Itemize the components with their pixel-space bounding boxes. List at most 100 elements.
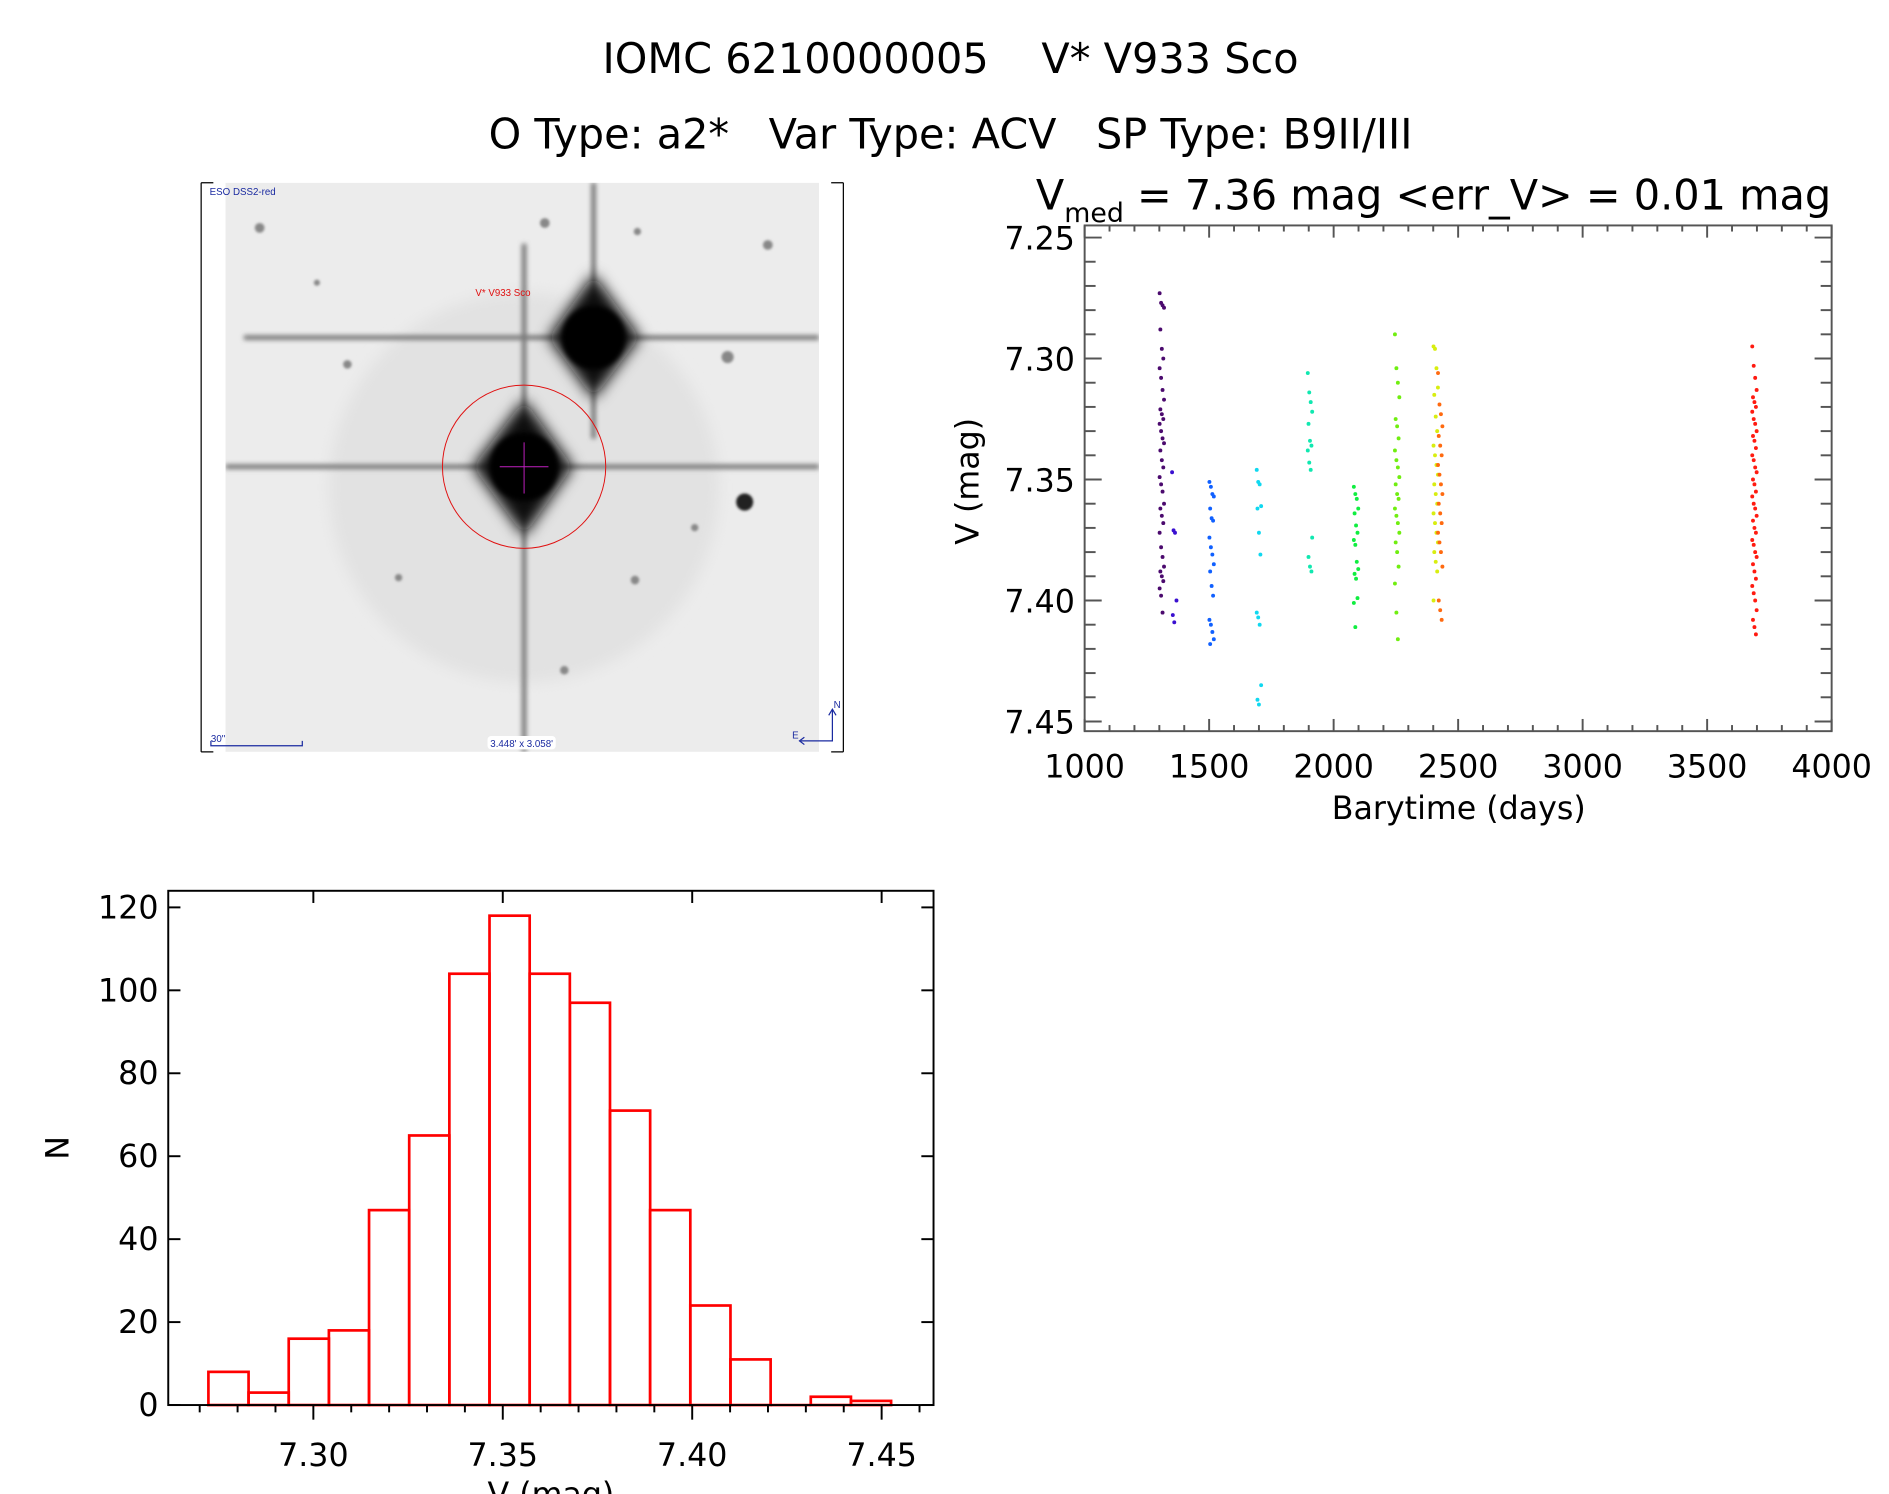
data-point: [1753, 446, 1758, 451]
y-tick-label: 60: [118, 1139, 158, 1175]
data-point: [1161, 579, 1166, 584]
data-point: [1162, 501, 1166, 506]
data-point: [1397, 395, 1402, 400]
data-point: [1305, 371, 1310, 375]
data-point: [1432, 550, 1437, 555]
light-curve-points: [1157, 291, 1759, 707]
y-tick-label: 100: [98, 973, 158, 1009]
data-point: [1172, 620, 1177, 625]
data-point: [1434, 366, 1439, 371]
data-point: [1159, 458, 1164, 463]
data-point: [1393, 540, 1398, 545]
data-point: [1257, 622, 1262, 627]
data-point: [1753, 506, 1758, 511]
histogram-frame: [167, 889, 935, 1407]
title-subscript: med: [1064, 198, 1124, 229]
data-point: [1751, 501, 1756, 506]
data-point: [1157, 586, 1162, 591]
data-point: [1159, 513, 1164, 518]
data-point: [1751, 591, 1756, 596]
data-point: [1157, 291, 1162, 296]
data-point: [1436, 598, 1441, 603]
data-point: [1752, 525, 1757, 530]
data-point: [1159, 346, 1164, 351]
data-point: [1210, 552, 1215, 557]
data-point: [1208, 545, 1213, 550]
data-point: [1397, 530, 1402, 535]
data-point: [1753, 421, 1758, 426]
data-point: [1752, 400, 1757, 405]
compass-icon: [798, 708, 837, 746]
light-curve-chart: Vmed = 7.36 mag <err_V> = 0.01 mag 1000 1…: [951, 172, 1872, 827]
data-point: [1158, 448, 1163, 453]
x-tick-label: 7.40: [657, 1438, 728, 1474]
data-point: [1208, 622, 1213, 627]
data-point: [1438, 511, 1443, 516]
data-point: [1440, 564, 1445, 569]
data-point: [1754, 554, 1759, 559]
data-point: [1208, 484, 1213, 489]
data-point: [1211, 593, 1216, 598]
light-curve-xlabel: Barytime (days): [1332, 791, 1586, 827]
data-point: [1306, 421, 1311, 426]
data-point: [1752, 438, 1757, 443]
data-point: [1309, 443, 1314, 448]
data-point: [1259, 504, 1264, 509]
data-point: [1394, 513, 1399, 518]
data-point: [1310, 409, 1315, 414]
histogram-ylabel: N: [40, 1136, 76, 1160]
data-point: [1431, 511, 1436, 516]
data-point: [1174, 598, 1179, 603]
data-point: [1750, 453, 1755, 458]
data-point: [1751, 458, 1756, 463]
data-point: [1437, 402, 1442, 407]
data-point: [1392, 448, 1397, 453]
data-point: [1211, 518, 1216, 523]
data-point: [1157, 366, 1162, 371]
data-point: [1157, 530, 1162, 535]
data-point: [1395, 521, 1400, 526]
x-tick-label: 2500: [1418, 749, 1499, 785]
data-point: [1439, 617, 1444, 622]
data-point: [1751, 518, 1755, 523]
data-point: [1355, 530, 1360, 535]
data-point: [1255, 506, 1260, 511]
data-point: [1754, 429, 1759, 434]
data-point: [1158, 506, 1163, 511]
data-point: [1351, 484, 1356, 489]
data-point: [1159, 429, 1164, 434]
data-point: [1208, 569, 1213, 574]
data-point: [1392, 581, 1397, 586]
data-point: [1393, 482, 1398, 487]
data-point: [1433, 492, 1438, 496]
data-point: [1751, 434, 1755, 438]
histogram-bar: [729, 1358, 772, 1407]
data-point: [1753, 550, 1758, 555]
data-point: [1432, 392, 1437, 397]
data-point: [1751, 542, 1756, 547]
data-point: [1438, 608, 1443, 613]
target-label: V* V933 Sco: [475, 288, 530, 299]
crosshair-icon: [499, 442, 549, 494]
data-point: [1754, 513, 1759, 518]
histogram-bar: [327, 1329, 371, 1407]
x-tick-label: 2000: [1293, 749, 1374, 785]
data-point: [1160, 436, 1165, 441]
data-point: [1356, 506, 1361, 511]
data-point: [1208, 506, 1213, 511]
data-point: [1305, 448, 1310, 453]
data-point: [1162, 305, 1166, 310]
data-point: [1431, 598, 1436, 603]
data-point: [1353, 492, 1358, 496]
data-point: [1395, 492, 1400, 496]
data-point: [1353, 542, 1358, 547]
histogram-bar: [407, 1134, 451, 1407]
y-tick-label: 120: [98, 890, 158, 926]
data-point: [1439, 521, 1444, 526]
data-point: [1395, 424, 1400, 429]
data-point: [1258, 552, 1263, 557]
data-point: [1751, 395, 1755, 400]
data-point: [1433, 346, 1437, 351]
data-point: [1396, 436, 1401, 441]
data-point: [1437, 472, 1442, 477]
